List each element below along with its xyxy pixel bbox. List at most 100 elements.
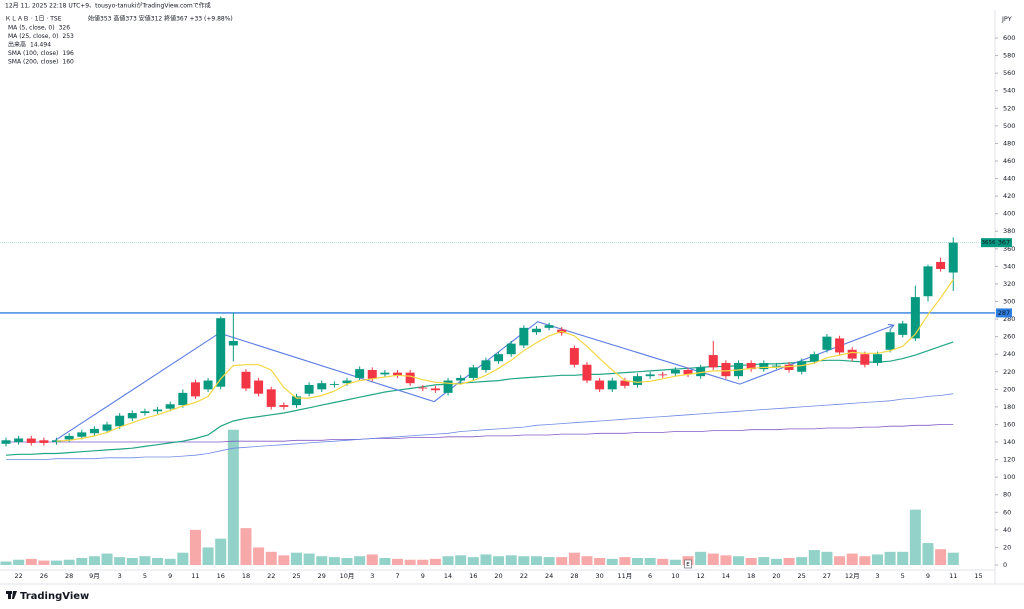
volume-bar — [114, 557, 126, 565]
volume-bar — [884, 551, 896, 565]
candle-body — [468, 367, 478, 378]
y-tick-label: 580 — [1003, 52, 1015, 60]
y-tick-label: 340 — [1003, 262, 1015, 270]
candle-body — [645, 374, 655, 377]
x-tick-label: 10 — [671, 572, 679, 580]
candle-body — [544, 325, 554, 328]
candle-body — [607, 380, 617, 390]
volume-bar — [63, 559, 75, 565]
volume-bar — [88, 556, 100, 565]
candle-body — [190, 382, 200, 397]
x-tick-label: 16 — [469, 572, 477, 580]
candle-body — [835, 338, 845, 353]
volume-bar — [556, 557, 568, 565]
x-tick-label: 26 — [40, 572, 48, 580]
candle-body — [418, 387, 428, 389]
brand-logo — [6, 591, 17, 599]
volume-bar — [632, 557, 643, 565]
y-tick-label: 140 — [1003, 438, 1015, 446]
candle-body — [822, 336, 832, 350]
volume-bar — [51, 560, 63, 565]
candle-body — [64, 435, 74, 440]
candle-body — [797, 361, 807, 372]
candle-body — [494, 354, 504, 362]
currency: JPY — [1001, 15, 1012, 23]
volume-bar — [606, 558, 618, 565]
symbol-tag: 3656 — [982, 240, 996, 246]
x-tick-label: 22 — [267, 572, 275, 580]
brand: TradingView — [20, 591, 89, 602]
indicator-line — [6, 424, 954, 443]
candle-body — [721, 362, 731, 377]
candle-body — [923, 266, 933, 297]
y-tick-label: 100 — [1003, 473, 1015, 481]
candle-body — [329, 384, 339, 385]
x-tick-label: 5 — [143, 572, 147, 580]
candle-body — [254, 380, 264, 394]
event-box — [684, 559, 692, 569]
x-tick-label: 27 — [823, 572, 831, 580]
volume-bar — [366, 554, 378, 565]
volume-bar — [0, 561, 12, 565]
volume-bar — [303, 553, 315, 565]
volume-bar — [594, 557, 606, 565]
volume-bar — [909, 509, 921, 565]
candle-body — [759, 362, 769, 370]
volume-bar — [619, 557, 631, 565]
volume-bar — [657, 558, 669, 565]
volume-bar — [417, 559, 429, 565]
candle-body — [304, 384, 314, 394]
y-tick-label: 560 — [1003, 69, 1015, 77]
volume-bar — [25, 558, 37, 565]
volume-bar — [139, 556, 151, 565]
volume-bar — [126, 557, 138, 565]
volume-bar — [404, 559, 416, 565]
logo-part — [12, 591, 17, 599]
y-tick-label: 480 — [1003, 139, 1015, 147]
symbol-tag-box — [981, 238, 996, 248]
x-tick-label: 11 — [949, 572, 957, 580]
volume-bar — [240, 528, 252, 565]
volume-bar — [328, 557, 340, 565]
volume-bar — [354, 556, 366, 565]
y-tick-label: 200 — [1003, 385, 1015, 393]
x-tick-label: 29 — [318, 572, 326, 580]
hline-tag — [996, 308, 1012, 318]
candle-body — [519, 327, 529, 346]
x-tick-label: 9 — [168, 572, 172, 580]
volume-bar — [101, 553, 113, 565]
candle-body — [165, 404, 175, 409]
volume-bar — [505, 555, 517, 565]
candle-body — [885, 332, 895, 350]
volume-bar — [480, 554, 492, 565]
candle-body — [228, 341, 238, 346]
volume-bar — [581, 556, 593, 565]
logo-part — [8, 591, 11, 599]
volume-bar — [745, 557, 757, 565]
volume-bar — [278, 555, 290, 565]
x-tick-label: 9月 — [89, 572, 100, 580]
volume-bar — [821, 551, 833, 565]
candle-body — [746, 362, 756, 370]
volume-bar — [341, 557, 353, 565]
volume-bar — [568, 552, 580, 565]
y-tick-label: 260 — [1003, 333, 1015, 341]
volume-bar — [265, 551, 277, 565]
candle-body — [696, 367, 706, 377]
candle-body — [847, 349, 857, 359]
volume-bar — [808, 550, 820, 565]
x-tick-label: 14 — [722, 572, 730, 580]
candle-body — [405, 372, 415, 384]
y-tick-label: 60 — [1003, 508, 1011, 516]
volume-bar — [429, 558, 441, 565]
volume-bar — [935, 549, 947, 565]
volume-bar — [38, 560, 50, 565]
volume-bar — [215, 538, 227, 565]
candle-body — [355, 369, 365, 378]
volume-bar — [733, 556, 745, 565]
x-tick-label: 20 — [494, 572, 502, 580]
